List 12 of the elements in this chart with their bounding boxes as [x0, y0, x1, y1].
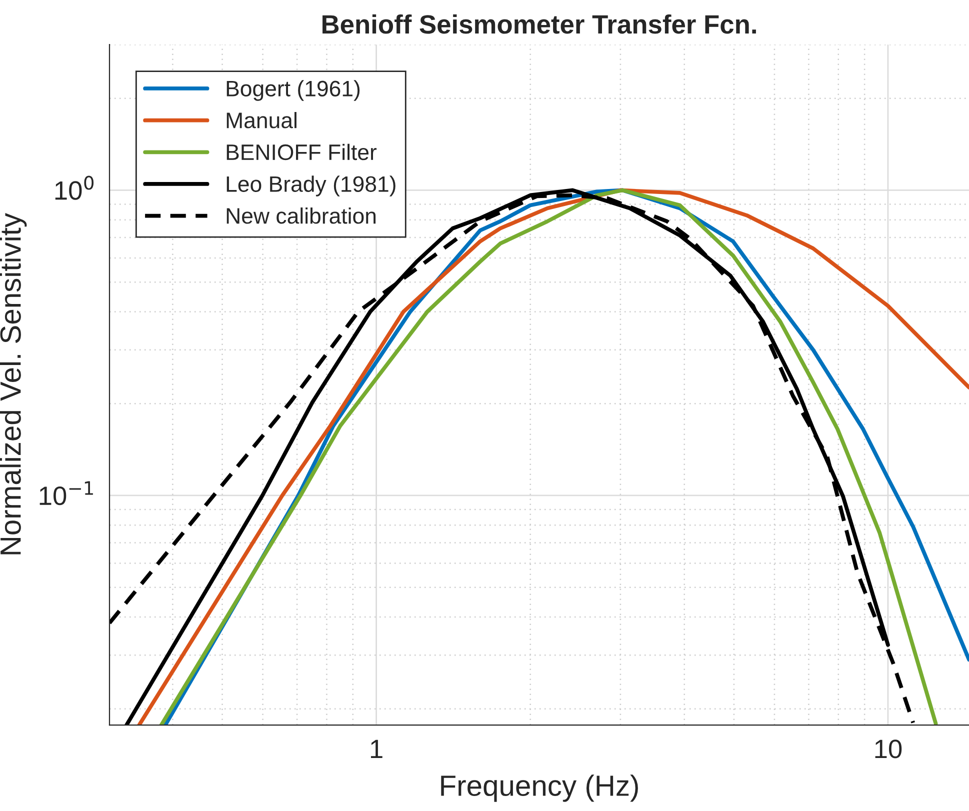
legend-label: Leo Brady (1981)	[226, 176, 396, 196]
legend-label: Bogert (1961)	[226, 80, 360, 101]
chart-title: Benioff Seismometer Transfer Fcn.	[322, 14, 756, 34]
y-tick-label: 10$^{0}$	[55, 176, 94, 200]
x-tick-label: 10	[875, 740, 902, 758]
legend-label: New calibration	[226, 207, 376, 224]
legend-label: Manual	[226, 112, 296, 128]
y-axis-title: Normalized Vel. Sensitivity	[0, 213, 27, 554]
legend-label: BENIOFF Filter	[226, 144, 377, 160]
y-tick-label: 10$^{−1}$	[40, 481, 93, 506]
x-tick-label: 1	[370, 740, 382, 758]
x-axis-title: Frequency (Hz)	[441, 774, 638, 802]
